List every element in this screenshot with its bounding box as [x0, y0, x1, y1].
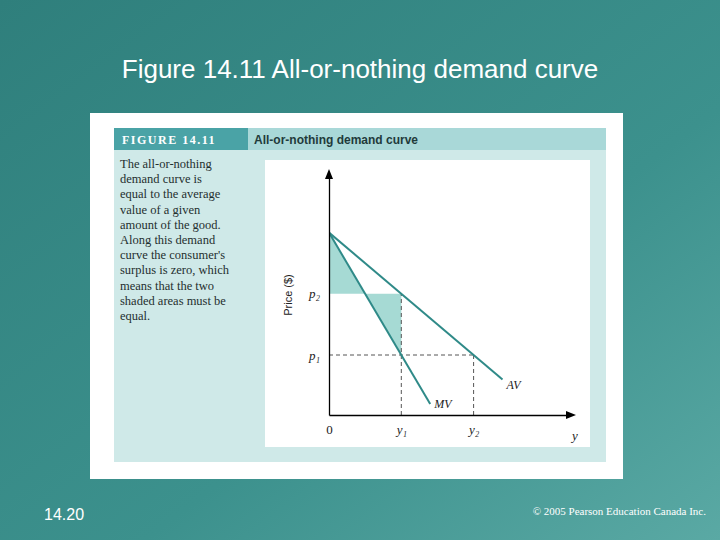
figure-label: FIGURE 14.11 [122, 133, 216, 147]
tick: p₂ [308, 286, 329, 301]
arrowhead [325, 169, 333, 179]
caption-line: shaded areas must be [120, 294, 226, 308]
caption-line: value of a given [120, 203, 201, 217]
caption-line: amount of the good. [120, 218, 221, 232]
guide-line [473, 355, 474, 415]
slide: Figure 14.11 All-or-nothing demand curve… [0, 0, 720, 540]
x-axis-title: y [570, 428, 578, 443]
tick: y₁ [395, 415, 407, 437]
series-line [329, 233, 430, 404]
copyright: © 2005 Pearson Education Canada Inc. [533, 505, 707, 517]
caption-line: equal to the average [120, 187, 221, 201]
figure-label-box [114, 128, 248, 150]
figure-frame [90, 113, 623, 479]
tick-label: y₁ [395, 422, 407, 437]
caption-line: Along this demand [120, 233, 216, 247]
figure-panel [114, 128, 606, 462]
caption-line: equal. [120, 309, 150, 323]
tick: p₁ [308, 348, 329, 363]
tick-label: 0 [326, 422, 333, 437]
axis-line [330, 415, 571, 416]
arrowhead [566, 411, 576, 419]
y-axis-title: Price ($) [282, 274, 294, 316]
caption-line: means that the two [120, 279, 214, 293]
tick-label: p₂ [308, 286, 321, 301]
chart-area [265, 160, 590, 447]
plot-marks [329, 233, 503, 415]
series-label: MV [433, 397, 453, 411]
page-number: 14.20 [44, 506, 84, 523]
caption-line: curve the consumer's [120, 248, 225, 262]
caption: The all-or-nothingdemand curve isequal t… [120, 157, 230, 323]
figure-header [114, 128, 606, 150]
axis-line [329, 176, 330, 416]
background [0, 0, 720, 540]
tick-label: p₁ [308, 348, 320, 363]
caption-line: demand curve is [120, 172, 202, 186]
y-axis: p₁ p₂ [308, 176, 330, 416]
tick-label: y₂ [467, 422, 480, 437]
figure-title: All-or-nothing demand curve [254, 133, 418, 147]
caption-line: surplus is zero, which [120, 263, 230, 277]
x-axis: 0 y₁ y₂ [326, 415, 570, 437]
caption-line: The all-or-nothing [120, 157, 212, 171]
tick: y₂ [467, 415, 480, 437]
series-line [329, 233, 503, 380]
slide-title: Figure 14.11 All-or-nothing demand curve [122, 54, 598, 84]
series-label: AV [506, 378, 523, 392]
tick: 0 [326, 415, 333, 437]
